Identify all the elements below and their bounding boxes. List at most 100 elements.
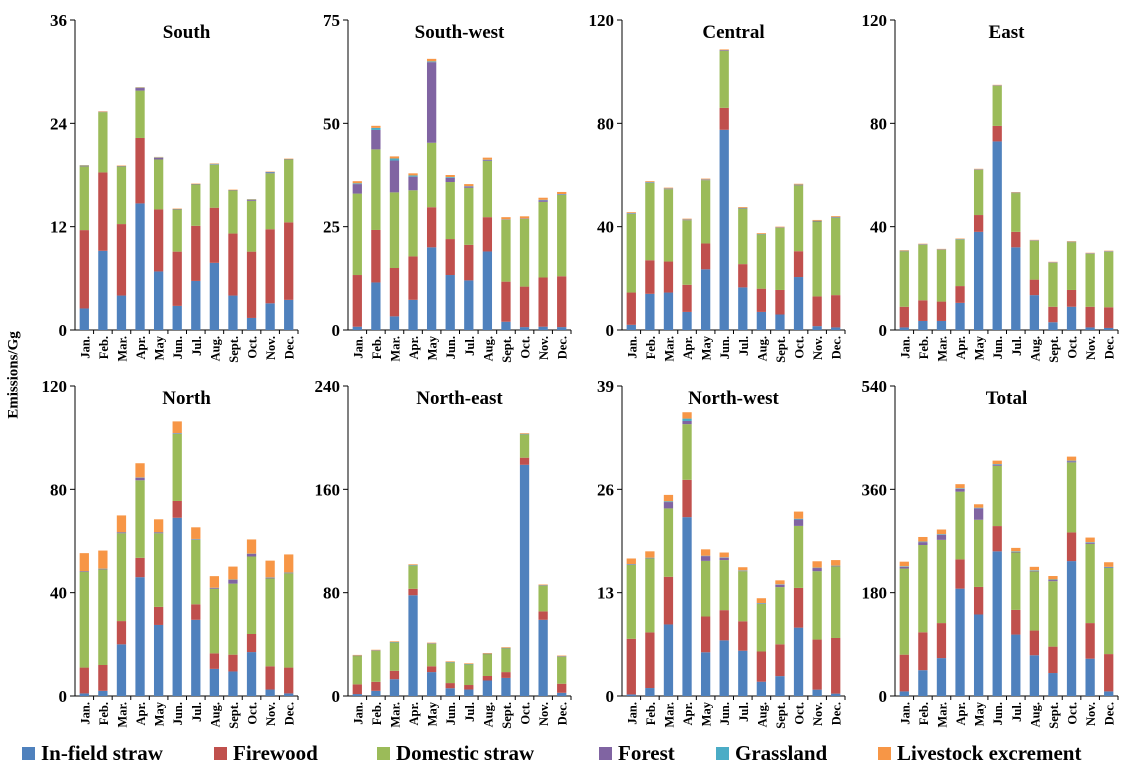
x-tick-label: Mar. xyxy=(662,336,676,362)
legend-label-forest: Forest xyxy=(618,740,675,765)
bar-in-field-straw-jan xyxy=(352,694,362,696)
bar-in-field-straw-jul xyxy=(738,287,748,331)
bar-domestic-straw-dec xyxy=(831,566,841,638)
bar-domestic-straw-sept xyxy=(775,587,785,645)
bar-in-field-straw-aug xyxy=(1029,295,1040,331)
x-tick-label: Jun. xyxy=(171,702,185,725)
x-tick-label: Aug. xyxy=(1028,336,1042,361)
bar-forest-feb xyxy=(371,129,381,150)
bar-forest-may xyxy=(153,157,164,160)
bar-grassland-jan xyxy=(899,566,909,567)
bar-firewood-apr xyxy=(682,284,692,312)
bar-livestock-excrement-mar xyxy=(389,156,400,159)
bar-in-field-straw-jan xyxy=(79,693,89,696)
bar-in-field-straw-jul xyxy=(738,650,748,696)
y-tick-label: 13 xyxy=(597,584,614,603)
bar-firewood-jul xyxy=(464,244,474,281)
x-tick-label: Dec. xyxy=(830,336,844,359)
bar-forest-apr xyxy=(408,176,418,191)
bar-forest-nov xyxy=(812,568,822,572)
bar-livestock-excrement-apr xyxy=(408,564,418,565)
x-tick-label: Feb. xyxy=(370,336,384,359)
bar-in-field-straw-apr xyxy=(408,299,418,330)
x-tick-label: Jan. xyxy=(351,336,365,359)
bar-in-field-straw-jun xyxy=(445,688,455,696)
bar-livestock-excrement-mar xyxy=(116,515,127,533)
panel-title: East xyxy=(989,22,1026,43)
bar-firewood-dec xyxy=(557,276,567,328)
bar-livestock-excrement-feb xyxy=(645,181,655,182)
bar-in-field-straw-dec xyxy=(557,327,567,330)
bar-in-field-straw-mar xyxy=(663,624,674,696)
x-tick-label: Feb. xyxy=(644,336,658,359)
bar-domestic-straw-jul xyxy=(738,208,748,265)
bar-grassland-oct xyxy=(793,518,804,520)
bar-livestock-excrement-may xyxy=(426,58,437,62)
bar-in-field-straw-feb xyxy=(371,282,381,330)
bar-domestic-straw-sept xyxy=(501,648,511,673)
bar-domestic-straw-nov xyxy=(265,578,275,667)
bar-forest-sept xyxy=(775,584,785,588)
bar-firewood-nov xyxy=(538,611,548,620)
bar-in-field-straw-feb xyxy=(371,690,381,696)
bar-in-field-straw-jun xyxy=(719,640,729,696)
bar-domestic-straw-jan xyxy=(79,166,89,231)
bar-in-field-straw-sept xyxy=(228,671,238,696)
bar-livestock-excrement-jan xyxy=(79,553,89,572)
bar-in-field-straw-dec xyxy=(831,693,841,696)
bar-grassland-may xyxy=(973,507,984,509)
x-tick-label: Nov. xyxy=(537,336,551,360)
bar-livestock-excrement-aug xyxy=(756,233,767,234)
y-tick-label: 36 xyxy=(50,11,67,30)
bar-livestock-excrement-jun xyxy=(992,84,1002,86)
x-tick-label: Apr. xyxy=(954,336,968,360)
bar-firewood-jan xyxy=(79,230,89,309)
bar-domestic-straw-jan xyxy=(79,572,89,668)
bar-domestic-straw-jul xyxy=(1011,193,1021,232)
bar-domestic-straw-jul xyxy=(1011,552,1021,610)
bar-domestic-straw-mar xyxy=(663,508,674,577)
bar-domestic-straw-apr xyxy=(408,565,418,589)
bar-livestock-excrement-jul xyxy=(738,567,748,571)
bar-grassland-mar xyxy=(663,501,674,503)
bar-in-field-straw-jul xyxy=(191,619,201,696)
x-tick-label: Aug. xyxy=(755,336,769,361)
bar-livestock-excrement-feb xyxy=(645,551,655,558)
y-axis-label-text: Emissions/Gg xyxy=(5,331,22,419)
legend-item-firewood: Firewood xyxy=(214,740,318,766)
bar-livestock-excrement-feb xyxy=(918,536,928,542)
x-tick-label: Aug. xyxy=(1028,702,1042,727)
bar-forest-sept xyxy=(1048,580,1058,582)
panel-north-east: 0 80 160 240 North-east Jan. Feb. Mar. Apr. May Ju… xyxy=(315,377,572,729)
bar-livestock-excrement-nov xyxy=(812,219,822,221)
bar-in-field-straw-mar xyxy=(389,316,400,330)
bar-domestic-straw-nov xyxy=(1085,543,1095,624)
bar-firewood-apr xyxy=(408,256,418,300)
bar-domestic-straw-jan xyxy=(899,568,909,655)
bar-firewood-jul xyxy=(1011,609,1021,635)
bar-in-field-straw-mar xyxy=(936,320,947,330)
y-tick-label: 25 xyxy=(323,218,340,237)
bar-in-field-straw-apr xyxy=(955,588,965,696)
bar-forest-jul xyxy=(1011,551,1021,553)
bar-in-field-straw-apr xyxy=(682,311,692,330)
bar-firewood-oct xyxy=(246,634,257,653)
bar-domestic-straw-may xyxy=(973,519,984,587)
y-tick-label: 360 xyxy=(862,480,888,499)
bar-forest-oct xyxy=(246,199,257,201)
x-tick-label: Mar. xyxy=(935,336,949,362)
bar-in-field-straw-nov xyxy=(538,326,548,330)
bar-firewood-nov xyxy=(812,639,822,690)
bar-domestic-straw-may xyxy=(426,142,437,208)
legend-item-forest: Forest xyxy=(599,740,675,766)
bar-in-field-straw-nov xyxy=(538,619,548,696)
x-tick-label: Jul. xyxy=(737,702,751,722)
x-tick-label: Mar. xyxy=(388,702,402,728)
x-tick-label: Nov. xyxy=(811,336,825,360)
x-tick-label: Oct. xyxy=(1066,336,1080,359)
bar-in-field-straw-may xyxy=(153,271,164,330)
bar-grassland-nov xyxy=(1085,542,1095,543)
bar-firewood-sept xyxy=(501,281,511,322)
bar-firewood-jul xyxy=(191,225,201,281)
bar-livestock-excrement-nov xyxy=(265,560,275,578)
